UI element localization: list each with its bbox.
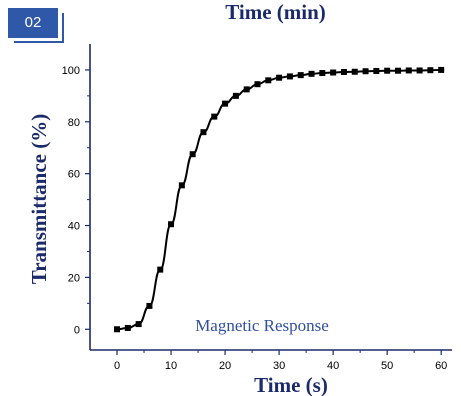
data-point	[405, 67, 412, 74]
y-tick-label: 40	[68, 221, 80, 233]
data-point	[200, 129, 207, 136]
y-tick-label: 100	[62, 65, 80, 77]
x-tick-label: 60	[435, 360, 447, 372]
top-axis-title: Time (min)	[225, 0, 326, 24]
x-tick-label: 30	[273, 360, 285, 372]
y-axis-label: Transmittance (%)	[27, 114, 51, 285]
data-point	[340, 69, 347, 76]
data-point	[114, 326, 121, 333]
data-point	[146, 302, 153, 309]
data-point	[254, 81, 261, 88]
data-point	[394, 67, 401, 74]
data-point	[362, 68, 369, 75]
data-point	[276, 74, 283, 81]
data-point	[189, 151, 196, 158]
x-tick-label: 10	[165, 360, 177, 372]
figure-number-badge: 02	[8, 8, 66, 43]
data-point	[178, 182, 185, 189]
data-point	[232, 92, 239, 99]
y-tick-label: 0	[74, 324, 80, 336]
data-point	[157, 266, 164, 273]
badge-label: 02	[8, 8, 58, 38]
y-tick-label: 20	[68, 272, 80, 284]
data-point	[351, 68, 358, 75]
data-point	[265, 77, 272, 84]
data-point	[319, 70, 326, 77]
data-point	[427, 67, 434, 74]
x-tick-label: 50	[381, 360, 393, 372]
data-point	[373, 67, 380, 74]
x-tick-label: 0	[114, 360, 120, 372]
data-point	[330, 69, 337, 76]
data-point	[124, 324, 131, 331]
data-point	[211, 113, 218, 120]
data-point	[384, 67, 391, 74]
data-point	[168, 221, 175, 228]
badge-frame	[14, 13, 64, 43]
data-point	[135, 321, 142, 328]
data-point	[222, 100, 229, 107]
data-point	[243, 86, 250, 93]
annotation-label: Magnetic Response	[195, 316, 329, 335]
data-point	[416, 67, 423, 74]
series-line	[116, 68, 442, 331]
data-point	[297, 72, 304, 79]
data-point	[286, 73, 293, 80]
x-tick-label: 20	[219, 360, 231, 372]
x-axis-label: Time (s)	[254, 373, 328, 396]
data-point	[308, 70, 315, 77]
y-tick-label: 60	[68, 169, 80, 181]
x-tick-label: 40	[327, 360, 339, 372]
y-tick-label: 80	[68, 117, 80, 129]
data-point	[438, 66, 445, 73]
